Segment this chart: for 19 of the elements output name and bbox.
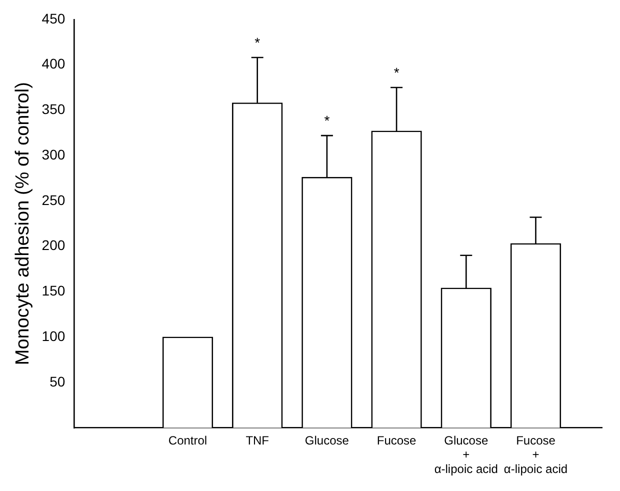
y-axis-title: Monocyte adhesion (% of control) — [12, 82, 34, 366]
x-tick-label: TNF — [246, 433, 270, 448]
y-tick-label: 300 — [42, 146, 66, 162]
annotation: * — [254, 34, 261, 50]
x-tick-label: Fucose + α-lipoic acid — [504, 433, 568, 476]
x-tick-label: Glucose — [304, 433, 350, 448]
y-tick-label: 100 — [42, 328, 66, 344]
y-tick-label: 200 — [42, 237, 66, 254]
x-tick-label: Fucose — [376, 433, 417, 448]
y-tick-label: 50 — [50, 373, 66, 390]
y-tick-label: 250 — [42, 192, 66, 208]
y-tick-label: 400 — [42, 56, 66, 72]
x-tick-label: Glucose + α-lipoic acid — [434, 433, 498, 476]
y-tick-label: 350 — [42, 101, 66, 118]
y-tick-label: 450 — [42, 10, 66, 26]
annotation: * — [394, 64, 400, 80]
annotation: * — [324, 112, 330, 128]
y-tick-label: 150 — [42, 282, 66, 299]
x-tick-label: Control — [168, 433, 208, 448]
